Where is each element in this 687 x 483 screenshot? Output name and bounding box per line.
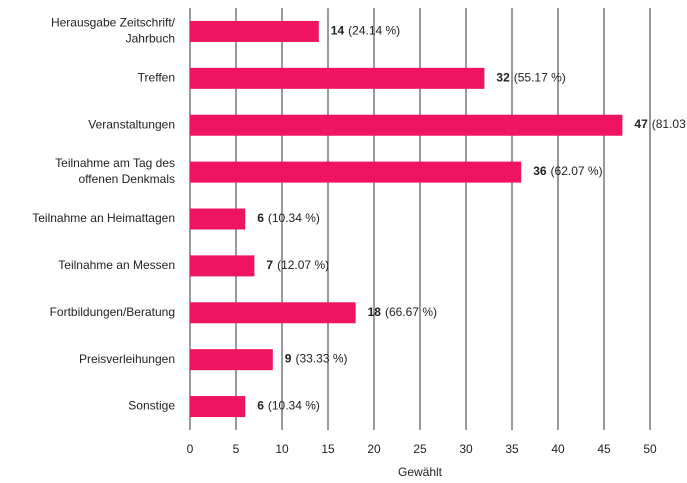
bar	[190, 302, 356, 324]
data-label-count: 36	[533, 164, 547, 178]
bar	[190, 349, 273, 371]
data-label: 47 (81.03 %)	[634, 117, 687, 131]
y-tick-label: Treffen	[138, 71, 175, 85]
x-tick-label: 35	[505, 442, 519, 456]
data-label-percent: (10.34 %)	[268, 399, 320, 413]
y-tick-label: Veranstaltungen	[88, 117, 175, 131]
data-label: 7 (12.07 %)	[266, 258, 329, 272]
y-tick-label: Teilnahme an Heimattagen	[32, 211, 175, 225]
data-label-percent: (33.33 %)	[295, 352, 347, 366]
data-label-count: 6	[257, 211, 264, 225]
data-label-percent: (62.07 %)	[551, 164, 603, 178]
data-label-percent: (10.34 %)	[268, 211, 320, 225]
data-label: 14 (24.14 %)	[331, 24, 400, 38]
data-label: 18 (66.67 %)	[368, 305, 437, 319]
x-tick-label: 40	[551, 442, 565, 456]
data-label-percent: (81.03 %)	[652, 117, 687, 131]
data-label-count: 32	[496, 71, 510, 85]
data-label-count: 14	[331, 24, 345, 38]
y-tick-label: Teilnahme an Messen	[58, 258, 175, 272]
bar	[190, 255, 255, 277]
data-label-count: 7	[266, 258, 273, 272]
y-tick-label: Preisverleihungen	[79, 352, 175, 366]
bar	[190, 161, 522, 183]
data-label: 9 (33.33 %)	[285, 352, 348, 366]
data-label-count: 9	[285, 352, 292, 366]
y-tick-label: Teilnahme am Tag des offenen Denkmals	[55, 156, 175, 186]
data-label-percent: (66.67 %)	[385, 305, 437, 319]
x-tick-label: 20	[367, 442, 381, 456]
data-label: 32 (55.17 %)	[496, 71, 565, 85]
data-label-count: 47	[634, 117, 648, 131]
x-tick-label: 0	[187, 442, 194, 456]
x-tick-label: 45	[597, 442, 611, 456]
y-tick-label: Fortbildungen/Beratung	[50, 305, 175, 319]
bar	[190, 67, 485, 89]
y-tick-label: Herausgabe Zeitschrift/Jahrbuch	[51, 16, 176, 46]
data-label-percent: (24.14 %)	[348, 24, 400, 38]
bar	[190, 208, 246, 230]
data-label: 6 (10.34 %)	[257, 211, 320, 225]
data-label: 6 (10.34 %)	[257, 399, 320, 413]
data-label-count: 18	[368, 305, 382, 319]
bar	[190, 396, 246, 418]
x-tick-label: 25	[413, 442, 427, 456]
data-label-count: 6	[257, 399, 264, 413]
x-tick-label: 5	[233, 442, 240, 456]
data-label-percent: (55.17 %)	[514, 71, 566, 85]
x-tick-label: 50	[643, 442, 657, 456]
data-label-percent: (12.07 %)	[277, 258, 329, 272]
x-tick-label: 15	[321, 442, 335, 456]
data-label: 36 (62.07 %)	[533, 164, 602, 178]
x-tick-label: 10	[275, 442, 289, 456]
x-axis-label: Gewählt	[398, 465, 443, 479]
y-tick-label: Sonstige	[128, 399, 175, 413]
bar	[190, 114, 623, 136]
x-tick-label: 30	[459, 442, 473, 456]
bar	[190, 20, 319, 42]
